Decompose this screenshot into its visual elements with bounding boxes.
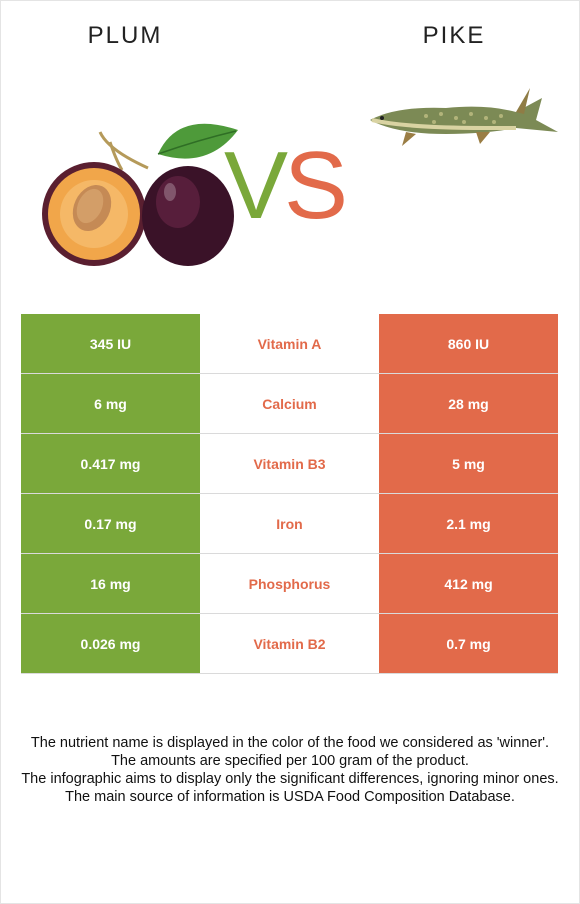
- plum-image: [42, 123, 238, 266]
- comparison-table: 345 IU Vitamin A 860 IU 6 mg Calcium 28 …: [21, 314, 558, 674]
- table-row: 16 mg Phosphorus 412 mg: [21, 554, 558, 614]
- nutrient-name: Phosphorus: [200, 554, 379, 613]
- table-row: 6 mg Calcium 28 mg: [21, 374, 558, 434]
- food-title-pike: PIKE: [422, 22, 486, 49]
- table-row: 0.417 mg Vitamin B3 5 mg: [21, 434, 558, 494]
- pike-value: 860 IU: [379, 314, 558, 373]
- pike-value: 2.1 mg: [379, 494, 558, 553]
- table-row: 0.17 mg Iron 2.1 mg: [21, 494, 558, 554]
- vs-letter-s: S: [284, 132, 348, 239]
- footnote: The amounts are specified per 100 gram o…: [111, 753, 469, 769]
- vs-label: VS: [224, 138, 348, 234]
- nutrient-name: Vitamin A: [200, 314, 379, 373]
- pike-value: 0.7 mg: [379, 614, 558, 673]
- plum-value: 6 mg: [21, 374, 200, 433]
- nutrient-name: Vitamin B2: [200, 614, 379, 673]
- nutrient-name: Iron: [200, 494, 379, 553]
- table-row: 0.026 mg Vitamin B2 0.7 mg: [21, 614, 558, 674]
- pike-value: 5 mg: [379, 434, 558, 493]
- food-title-plum: PLUM: [87, 22, 163, 49]
- plum-value: 0.026 mg: [21, 614, 200, 673]
- nutrient-name: Calcium: [200, 374, 379, 433]
- footnote: The main source of information is USDA F…: [65, 789, 515, 805]
- pike-image: [370, 88, 558, 146]
- footnotes: The nutrient name is displayed in the co…: [20, 734, 560, 806]
- plum-value: 345 IU: [21, 314, 200, 373]
- footnote: The nutrient name is displayed in the co…: [30, 735, 550, 751]
- nutrient-name: Vitamin B3: [200, 434, 379, 493]
- plum-value: 0.417 mg: [21, 434, 200, 493]
- plum-value: 0.17 mg: [21, 494, 200, 553]
- table-row: 345 IU Vitamin A 860 IU: [21, 314, 558, 374]
- footnote: The infographic aims to display only the…: [21, 771, 559, 787]
- pike-value: 28 mg: [379, 374, 558, 433]
- pike-value: 412 mg: [379, 554, 558, 613]
- vs-letter-v: V: [224, 132, 288, 239]
- plum-value: 16 mg: [21, 554, 200, 613]
